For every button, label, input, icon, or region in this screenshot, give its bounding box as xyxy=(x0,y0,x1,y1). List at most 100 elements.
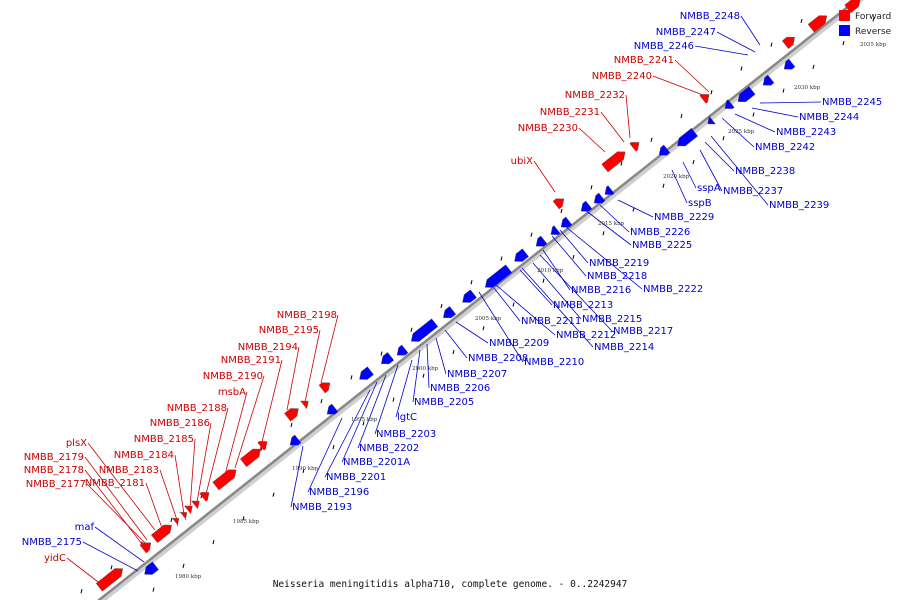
tick-mark xyxy=(590,185,593,190)
gene-label-nmbb-2178: NMBB_2178 xyxy=(24,465,84,476)
reverse-gene xyxy=(484,264,513,288)
leader-line-nmbb-2246 xyxy=(694,45,749,56)
tick-mark xyxy=(560,208,563,214)
tick-mark xyxy=(452,349,455,355)
reverse-gene xyxy=(443,306,457,319)
scale-label: 2025 kbp xyxy=(728,129,755,135)
forward-gene xyxy=(601,151,626,173)
leader-line-nmbb-2230 xyxy=(578,127,606,153)
forward-gene xyxy=(178,511,188,521)
gene-label-nmbb-2183: NMBB_2183 xyxy=(99,465,159,476)
leader-line-sspb xyxy=(671,169,688,204)
tick-mark xyxy=(752,112,755,117)
tick-mark xyxy=(662,183,665,188)
gene-label-nmbb-2232: NMBB_2232 xyxy=(565,90,625,101)
scale-label: 1995 kbp xyxy=(351,417,378,423)
reverse-gene xyxy=(381,352,395,365)
gene-label-nmbb-2184: NMBB_2184 xyxy=(114,450,174,461)
gene-label-nmbb-2186: NMBB_2186 xyxy=(150,418,210,429)
tick-mark xyxy=(350,375,353,380)
gene-label-nmbb-2226: NMBB_2226 xyxy=(630,227,690,238)
gene-label-nmbb-2198: NMBB_2198 xyxy=(277,310,337,321)
gene-label-nmbb-2207: NMBB_2207 xyxy=(447,369,507,380)
gene-label-nmbb-2211: NMBB_2211 xyxy=(521,316,581,327)
tick-mark xyxy=(380,351,383,356)
forward-gene xyxy=(212,469,237,491)
reverse-gene xyxy=(783,58,796,70)
gene-label-nmbb-2237: NMBB_2237 xyxy=(723,186,783,197)
reverse-gene xyxy=(580,200,593,212)
gene-label-nmbb-2239: NMBB_2239 xyxy=(769,200,829,211)
legend-forward-swatch xyxy=(839,10,850,21)
gene-label-nmbb-2229: NMBB_2229 xyxy=(654,212,714,223)
tick-mark xyxy=(470,280,473,285)
leader-line-nmbb-2247 xyxy=(716,31,756,53)
leader-line-nmbb-2237 xyxy=(699,149,723,192)
forward-gene xyxy=(629,142,640,152)
scale-label: 2035 kbp xyxy=(860,42,887,48)
reverse-gene xyxy=(762,74,775,86)
leader-line-nmbb-2244 xyxy=(751,107,799,118)
reverse-gene xyxy=(707,115,716,125)
leader-line-nmbb-2196 xyxy=(307,417,343,493)
gene-label-nmbb-2217: NMBB_2217 xyxy=(613,326,673,337)
gene-label-nmbb-2194: NMBB_2194 xyxy=(238,342,298,353)
scale-labels: 1980 kbp 1985 kbp 1990 kbp 1995 kbp 2000 kbp… xyxy=(175,42,887,580)
forward-gene xyxy=(95,568,124,592)
gene-label-plsx: plsX xyxy=(66,438,87,449)
leader-line-nmbb-2217 xyxy=(539,254,613,332)
tick-mark xyxy=(320,398,323,404)
tick-mark xyxy=(842,41,845,46)
gene-label-nmbb-2213: NMBB_2213 xyxy=(553,300,613,311)
reverse-gene xyxy=(396,344,409,356)
tick-mark xyxy=(692,159,695,165)
tick-mark xyxy=(710,90,713,95)
forward-gene xyxy=(300,400,309,410)
leader-line-nmbb-2245 xyxy=(759,101,822,104)
leader-line-sspa xyxy=(682,161,697,189)
tick-mark xyxy=(740,66,743,71)
leader-line-nmbb-2232 xyxy=(625,94,631,139)
scale-label: 1985 kbp xyxy=(233,519,260,525)
scale-label: 2010 kbp xyxy=(537,268,564,274)
gene-label-nmbb-2212: NMBB_2212 xyxy=(556,330,616,341)
tick-mark xyxy=(680,113,683,119)
leader-line-nmbb-2198 xyxy=(320,314,339,384)
gene-label-nmbb-2203: NMBB_2203 xyxy=(376,429,436,440)
gene-label-nmbb-2185: NMBB_2185 xyxy=(134,434,194,445)
reverse-gene xyxy=(144,561,159,575)
gene-label-yidc: yidC xyxy=(44,553,66,564)
gene-label-nmbb-2179: NMBB_2179 xyxy=(24,452,84,463)
forward-gene xyxy=(184,505,193,515)
tick-mark xyxy=(440,303,443,309)
gene-label-ubix: ubiX xyxy=(511,156,533,167)
leader-line-nmbb-2177 xyxy=(86,483,150,548)
gene-label-nmbb-2206: NMBB_2206 xyxy=(430,383,490,394)
tick-mark xyxy=(500,256,503,261)
leader-line-maf xyxy=(94,526,145,563)
gene-label-nmbb-2215: NMBB_2215 xyxy=(582,314,642,325)
forward-gene xyxy=(699,94,710,104)
tick-mark xyxy=(362,421,365,426)
leader-line-nmbb-2248 xyxy=(740,15,761,46)
leader-line-nmbb-2183 xyxy=(159,469,178,521)
gene-label-nmbb-2202: NMBB_2202 xyxy=(359,443,419,454)
tick-mark xyxy=(620,161,623,166)
leader-line-lgtc xyxy=(395,359,413,418)
forward-gene xyxy=(257,441,268,451)
leader-line-nmbb-2181 xyxy=(145,482,164,532)
tick-mark xyxy=(482,326,485,331)
leader-line-nmbb-2226 xyxy=(599,204,630,233)
reverse-gene xyxy=(462,289,477,303)
gene-label-nmbb-2209: NMBB_2209 xyxy=(489,338,549,349)
leader-line-nmbb-2238 xyxy=(704,141,735,172)
leader-line-ubix xyxy=(533,160,556,193)
leader-line-nmbb-2209 xyxy=(455,321,489,344)
leader-line-nmbb-2194 xyxy=(286,346,300,411)
leader-line-yidc xyxy=(66,557,103,586)
tick-mark xyxy=(242,516,245,521)
leader-line-nmbb-2207 xyxy=(435,337,447,375)
tick-mark xyxy=(770,42,773,47)
forward-gene xyxy=(318,382,331,394)
tick-mark xyxy=(800,18,803,24)
